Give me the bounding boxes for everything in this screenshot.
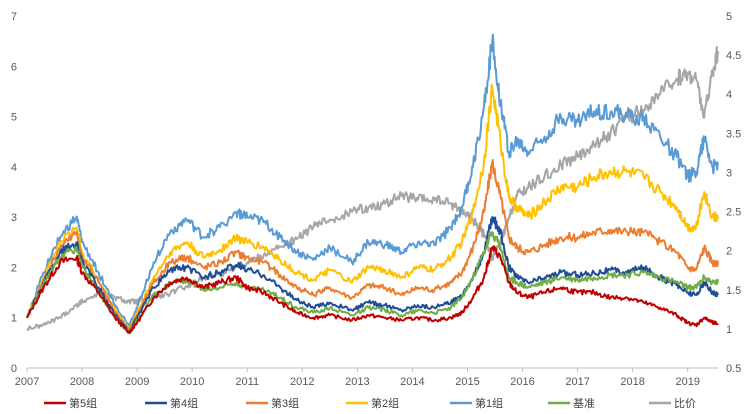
y-right-tick-label: 2.5 — [726, 207, 741, 219]
x-tick-label: 2011 — [235, 376, 259, 388]
x-tick-label: 2017 — [565, 376, 589, 388]
y-left-tick-label: 4 — [11, 162, 17, 174]
legend-label: 基准 — [573, 397, 595, 410]
x-tick-label: 2018 — [620, 376, 644, 388]
x-tick-label: 2012 — [290, 376, 314, 388]
y-left-tick-label: 5 — [11, 112, 17, 124]
x-tick-label: 2014 — [400, 376, 424, 388]
axes-layer: 2007 2008 2009 2010 2011 2012 2013 2014 2015 2016… — [11, 11, 741, 388]
legend-label: 第4组 — [170, 396, 198, 410]
y-left-tick-label: 2 — [11, 262, 17, 274]
legend-label: 第5组 — [69, 396, 97, 410]
legend-label: 比价 — [674, 397, 696, 410]
x-tick-label: 2009 — [125, 376, 149, 388]
y-right-tick-label: 1 — [726, 324, 732, 336]
y-right-tick-label: 0.5 — [726, 363, 741, 375]
series-line-0 — [26, 245, 719, 334]
x-tick-label: 2016 — [510, 376, 534, 388]
series-line-1 — [26, 216, 719, 334]
x-tick-label: 2008 — [70, 376, 94, 388]
legend-label: 第2组 — [371, 396, 399, 410]
legend: 第5组 第4组 第3组 第2组 第1组 基准 比价 — [44, 396, 696, 410]
y-left-tick-label: 6 — [11, 61, 17, 73]
x-tick-label: 2010 — [180, 376, 204, 388]
series-layer — [26, 33, 719, 334]
y-left-tick-label: 7 — [11, 11, 17, 23]
series-line-6 — [26, 46, 719, 331]
y-right-tick-label: 3 — [726, 167, 732, 179]
y-right-tick-label: 4 — [726, 89, 732, 101]
y-left-tick-label: 0 — [11, 363, 17, 375]
series-line-5 — [26, 231, 719, 334]
x-tick-label: 2015 — [455, 376, 479, 388]
y-right-tick-label: 1.5 — [726, 285, 741, 297]
y-right-tick-label: 2 — [726, 246, 732, 258]
y-right-tick-label: 5 — [726, 11, 732, 23]
series-line-4 — [26, 33, 719, 327]
legend-label: 第1组 — [475, 396, 503, 410]
y-right-tick-label: 3.5 — [726, 128, 741, 140]
x-tick-label: 2013 — [345, 376, 369, 388]
legend-label: 第3组 — [271, 396, 299, 410]
y-right-tick-label: 4.5 — [726, 50, 741, 62]
x-tick-label: 2019 — [675, 376, 699, 388]
y-left-tick-label: 3 — [11, 212, 17, 224]
y-left-tick-label: 1 — [11, 313, 17, 325]
series-line-2 — [26, 159, 719, 332]
x-tick-label: 2007 — [15, 376, 39, 388]
